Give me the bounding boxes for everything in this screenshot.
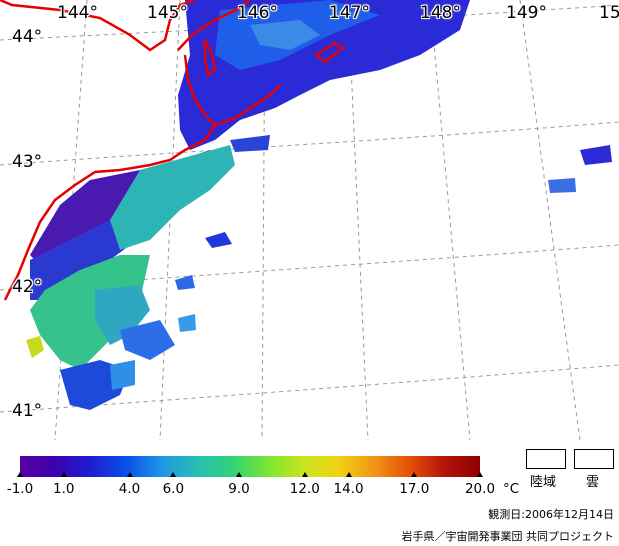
longitude-label-144: 144° (57, 3, 98, 23)
color-bar-tick-label: 1.0 (53, 481, 75, 497)
color-bar-tick-mark (411, 472, 418, 477)
longitude-label-147: 147° (329, 3, 370, 23)
color-bar-tick-mark (301, 472, 308, 477)
color-bar-tick-mark (17, 472, 23, 477)
observation-date: 観測日:2006年12月14日 (488, 508, 614, 521)
coastline (0, 0, 346, 301)
color-bar-tick-label: 6.0 (162, 481, 185, 497)
longitude-label-150: 15 (599, 3, 619, 23)
longitude-label-145: 145° (147, 3, 188, 23)
latitude-label-42: 42° (12, 277, 43, 297)
color-bar-tick-label: 17.0 (399, 481, 430, 497)
credit-line: 岩手県／宇宙開発事業団 共同プロジェクト (401, 530, 615, 543)
color-bar-tick-mark (236, 472, 243, 477)
color-bar-tick-label: 20.0 (464, 481, 496, 497)
cloud-legend-label: 雲 (586, 475, 600, 490)
color-bar-tick-mark (477, 472, 483, 477)
latitude-label-43: 43° (12, 152, 43, 172)
color-bar-tick-label: -1.0 (6, 481, 34, 497)
longitude-label-146: 146° (237, 3, 278, 23)
color-bar-tick-label: 14.0 (333, 481, 364, 497)
latitude-label-41: 41° (12, 401, 43, 421)
temperature-unit: °C (503, 481, 520, 497)
temperature-color-bar (20, 456, 480, 477)
land-legend-swatch (526, 449, 566, 469)
cloud-legend-swatch (574, 449, 614, 469)
longitude-label-149: 149° (506, 3, 547, 23)
color-bar-tick-label: 4.0 (118, 481, 141, 497)
longitude-label-148: 148° (420, 3, 461, 23)
sst-data (26, 0, 612, 410)
latitude-label-44: 44° (12, 27, 43, 47)
land-legend-label: 陸域 (530, 475, 557, 490)
color-bar-tick-mark (60, 472, 67, 477)
sea-surface-temperature-map (0, 0, 619, 440)
color-bar-tick-mark (126, 472, 133, 477)
color-bar-tick-label: 12.0 (289, 481, 320, 497)
color-bar-tick-label: 9.0 (228, 481, 250, 497)
color-bar-tick-mark (345, 472, 352, 477)
color-bar-tick-mark (170, 472, 177, 477)
